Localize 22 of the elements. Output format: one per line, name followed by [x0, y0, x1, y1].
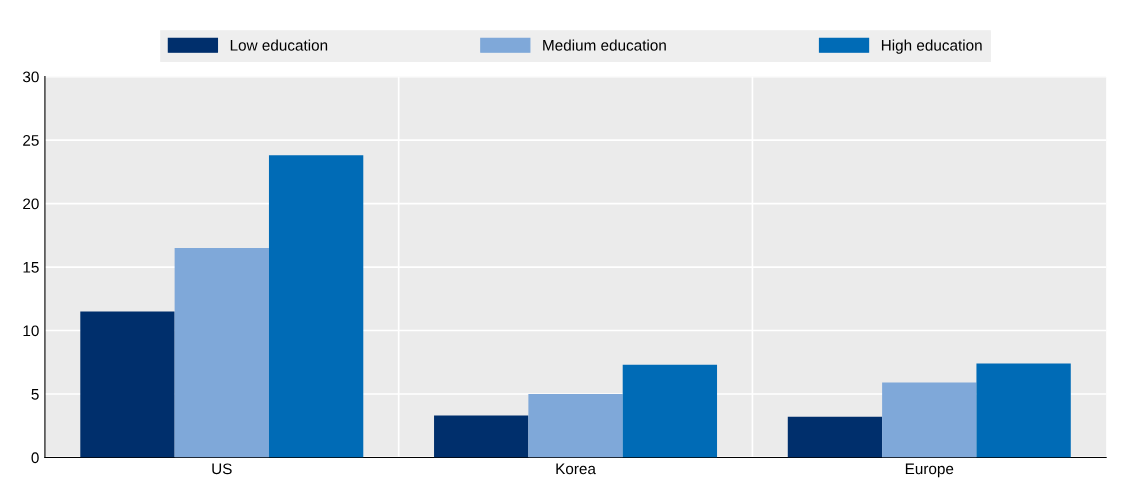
x-tick-label: Europe: [905, 463, 954, 478]
y-tick-label: 5: [31, 389, 39, 400]
legend-label: Medium education: [543, 39, 666, 51]
y-tick-label: 0: [31, 452, 39, 464]
y-tick-label: 10: [23, 325, 39, 337]
bar: [976, 363, 1071, 458]
bar: [787, 416, 883, 458]
legend-label: High education: [881, 39, 982, 54]
bar: [268, 155, 364, 458]
bar: [528, 393, 623, 458]
y-tick-label: 15: [23, 262, 39, 273]
legend-label: Low education: [230, 39, 328, 51]
bar: [882, 382, 977, 458]
bar: [434, 415, 529, 458]
y-tick-label: 20: [23, 198, 39, 210]
x-tick-label: Korea: [556, 463, 596, 475]
bar: [174, 248, 269, 458]
bar: [80, 311, 175, 458]
y-tick-label: 30: [22, 71, 39, 83]
y-tick-label: 25: [23, 134, 39, 146]
bar: [622, 364, 718, 458]
x-tick-label: US: [212, 463, 232, 475]
